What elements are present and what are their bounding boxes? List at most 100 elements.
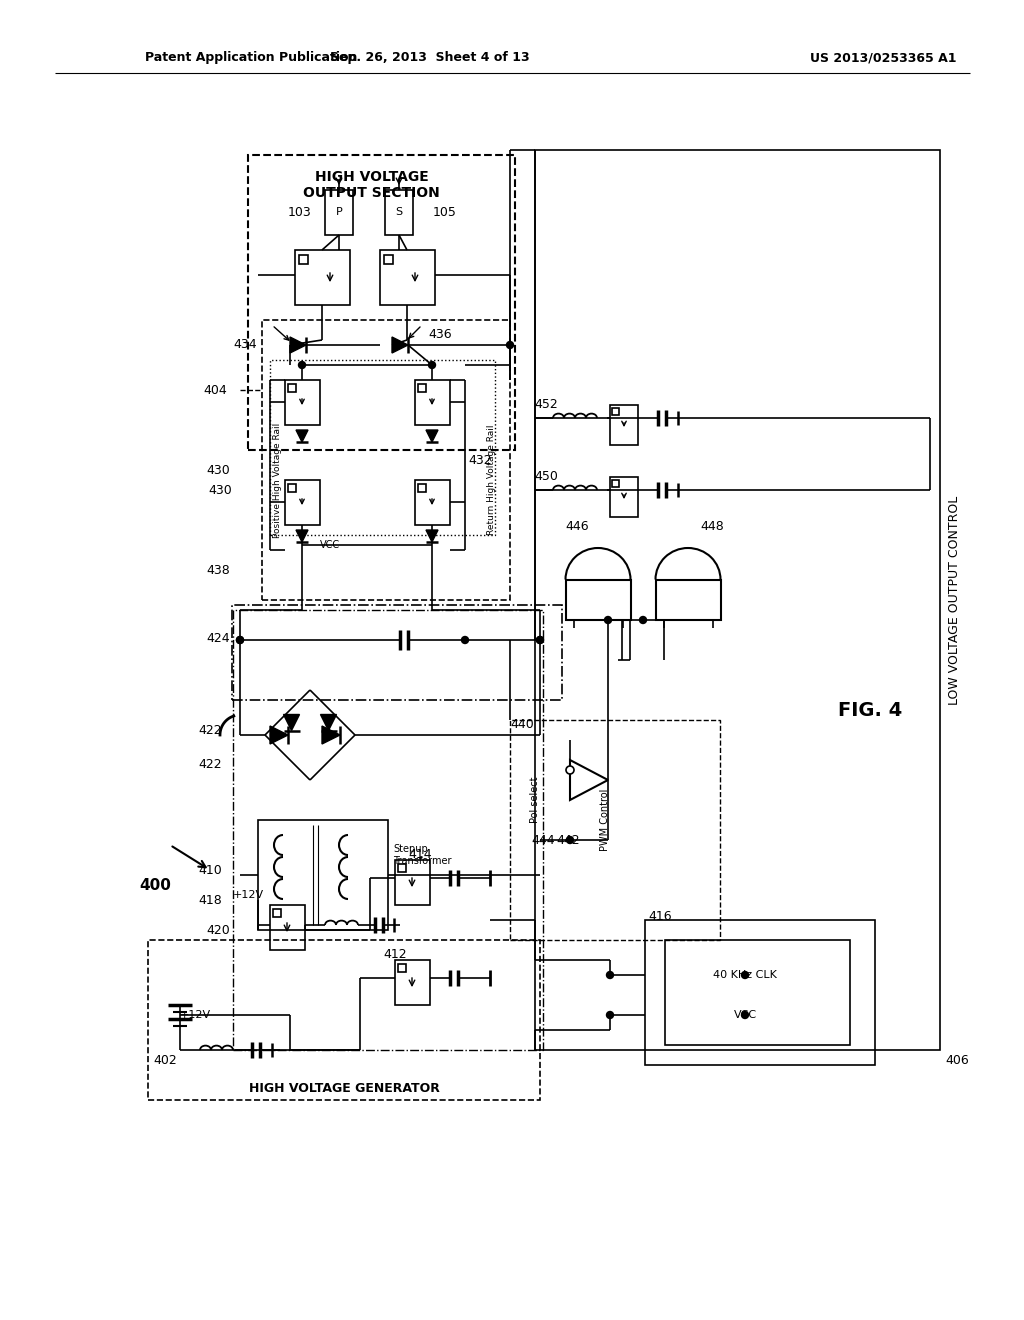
Text: Return High Voltage Rail: Return High Voltage Rail	[487, 425, 497, 535]
Text: +12V: +12V	[232, 890, 263, 900]
Bar	[510, 719, 720, 940]
Text: P: P	[336, 207, 342, 216]
Polygon shape	[321, 714, 337, 730]
Bar	[262, 319, 510, 601]
Text: Stepup
Transformer: Stepup Transformer	[393, 845, 452, 866]
Text: 438: 438	[206, 564, 229, 577]
Bar	[612, 480, 618, 487]
Text: VCC: VCC	[319, 540, 340, 550]
Polygon shape	[570, 760, 608, 800]
Bar	[233, 610, 543, 1049]
Bar	[384, 255, 393, 264]
Bar	[395, 861, 430, 906]
Circle shape	[640, 616, 646, 623]
Text: VCC: VCC	[733, 1010, 757, 1020]
Text: 446: 446	[565, 520, 589, 533]
Text: HIGH VOLTAGE
OUTPUT SECTION: HIGH VOLTAGE OUTPUT SECTION	[303, 170, 440, 201]
Polygon shape	[426, 531, 438, 543]
Text: 103: 103	[288, 206, 312, 219]
Text: LOW VOLTAGE OUTPUT CONTROL: LOW VOLTAGE OUTPUT CONTROL	[948, 495, 962, 705]
Circle shape	[741, 1011, 749, 1019]
Bar	[295, 249, 350, 305]
Circle shape	[507, 342, 513, 348]
Bar	[248, 154, 515, 450]
Text: 430: 430	[206, 463, 229, 477]
Text: 422: 422	[199, 759, 222, 771]
Text: 400: 400	[139, 878, 171, 892]
Bar	[415, 480, 450, 525]
Text: +12V: +12V	[179, 1010, 211, 1020]
Polygon shape	[426, 430, 438, 442]
Text: 432: 432	[468, 454, 492, 466]
Text: 424: 424	[206, 631, 229, 644]
Circle shape	[566, 837, 573, 843]
Polygon shape	[270, 726, 288, 744]
Text: 410: 410	[198, 863, 222, 876]
Text: FIG. 4: FIG. 4	[838, 701, 902, 719]
Circle shape	[299, 362, 305, 368]
Text: 40 KHz CLK: 40 KHz CLK	[713, 970, 777, 979]
Text: 434: 434	[233, 338, 257, 351]
Polygon shape	[290, 337, 306, 352]
Text: 404: 404	[203, 384, 227, 396]
Bar	[398, 865, 406, 873]
Text: 444: 444	[531, 833, 555, 846]
Bar	[565, 579, 631, 620]
Circle shape	[428, 362, 435, 368]
Bar	[610, 477, 638, 517]
Bar	[610, 405, 638, 445]
Circle shape	[606, 1011, 613, 1019]
Bar	[285, 380, 319, 425]
Text: 418: 418	[198, 894, 222, 907]
Text: 430: 430	[208, 483, 231, 496]
Bar	[270, 906, 305, 950]
Circle shape	[606, 972, 613, 978]
Circle shape	[604, 616, 611, 623]
Bar	[258, 820, 388, 931]
Polygon shape	[322, 726, 340, 744]
Bar	[273, 909, 281, 917]
Text: 442: 442	[556, 833, 580, 846]
Text: Positive High Voltage Rail: Positive High Voltage Rail	[272, 422, 282, 537]
Text: 422: 422	[199, 723, 222, 737]
Text: 436: 436	[428, 329, 452, 342]
Bar	[288, 484, 296, 492]
Circle shape	[537, 636, 544, 644]
Bar	[385, 190, 413, 235]
Text: Sep. 26, 2013  Sheet 4 of 13: Sep. 26, 2013 Sheet 4 of 13	[330, 51, 529, 65]
Bar	[415, 380, 450, 425]
Text: 420: 420	[206, 924, 229, 936]
Text: 402: 402	[154, 1053, 177, 1067]
Text: 406: 406	[945, 1053, 969, 1067]
Bar	[288, 384, 296, 392]
Bar	[270, 360, 495, 535]
Bar	[645, 920, 874, 1065]
Bar	[418, 484, 426, 492]
Circle shape	[237, 636, 244, 644]
Text: PWM Control: PWM Control	[600, 789, 610, 851]
Polygon shape	[284, 714, 299, 730]
Text: 440: 440	[510, 718, 534, 731]
Text: 414: 414	[409, 849, 432, 862]
Text: US 2013/0253365 A1: US 2013/0253365 A1	[810, 51, 956, 65]
Circle shape	[741, 972, 749, 978]
Circle shape	[566, 766, 574, 774]
Circle shape	[462, 636, 469, 644]
Bar	[299, 255, 308, 264]
Bar	[325, 190, 353, 235]
Circle shape	[237, 636, 244, 644]
Circle shape	[537, 636, 544, 644]
Bar	[285, 480, 319, 525]
Polygon shape	[296, 531, 308, 543]
Text: 448: 448	[700, 520, 724, 533]
Text: HIGH VOLTAGE GENERATOR: HIGH VOLTAGE GENERATOR	[249, 1081, 439, 1094]
Polygon shape	[296, 430, 308, 442]
Polygon shape	[392, 337, 408, 352]
Bar	[612, 408, 618, 414]
Text: Patent Application Publication: Patent Application Publication	[145, 51, 357, 65]
Bar	[380, 249, 435, 305]
Bar	[148, 940, 540, 1100]
Text: 416: 416	[648, 909, 672, 923]
Text: 450: 450	[535, 470, 558, 483]
Bar	[665, 940, 850, 1045]
